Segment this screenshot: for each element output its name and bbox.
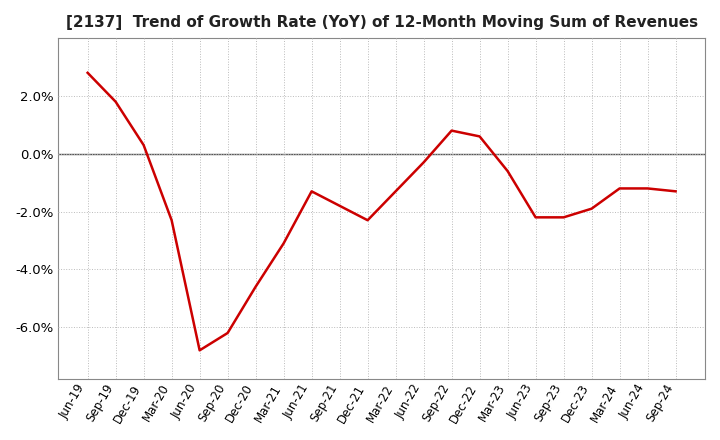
Title: [2137]  Trend of Growth Rate (YoY) of 12-Month Moving Sum of Revenues: [2137] Trend of Growth Rate (YoY) of 12-… xyxy=(66,15,698,30)
